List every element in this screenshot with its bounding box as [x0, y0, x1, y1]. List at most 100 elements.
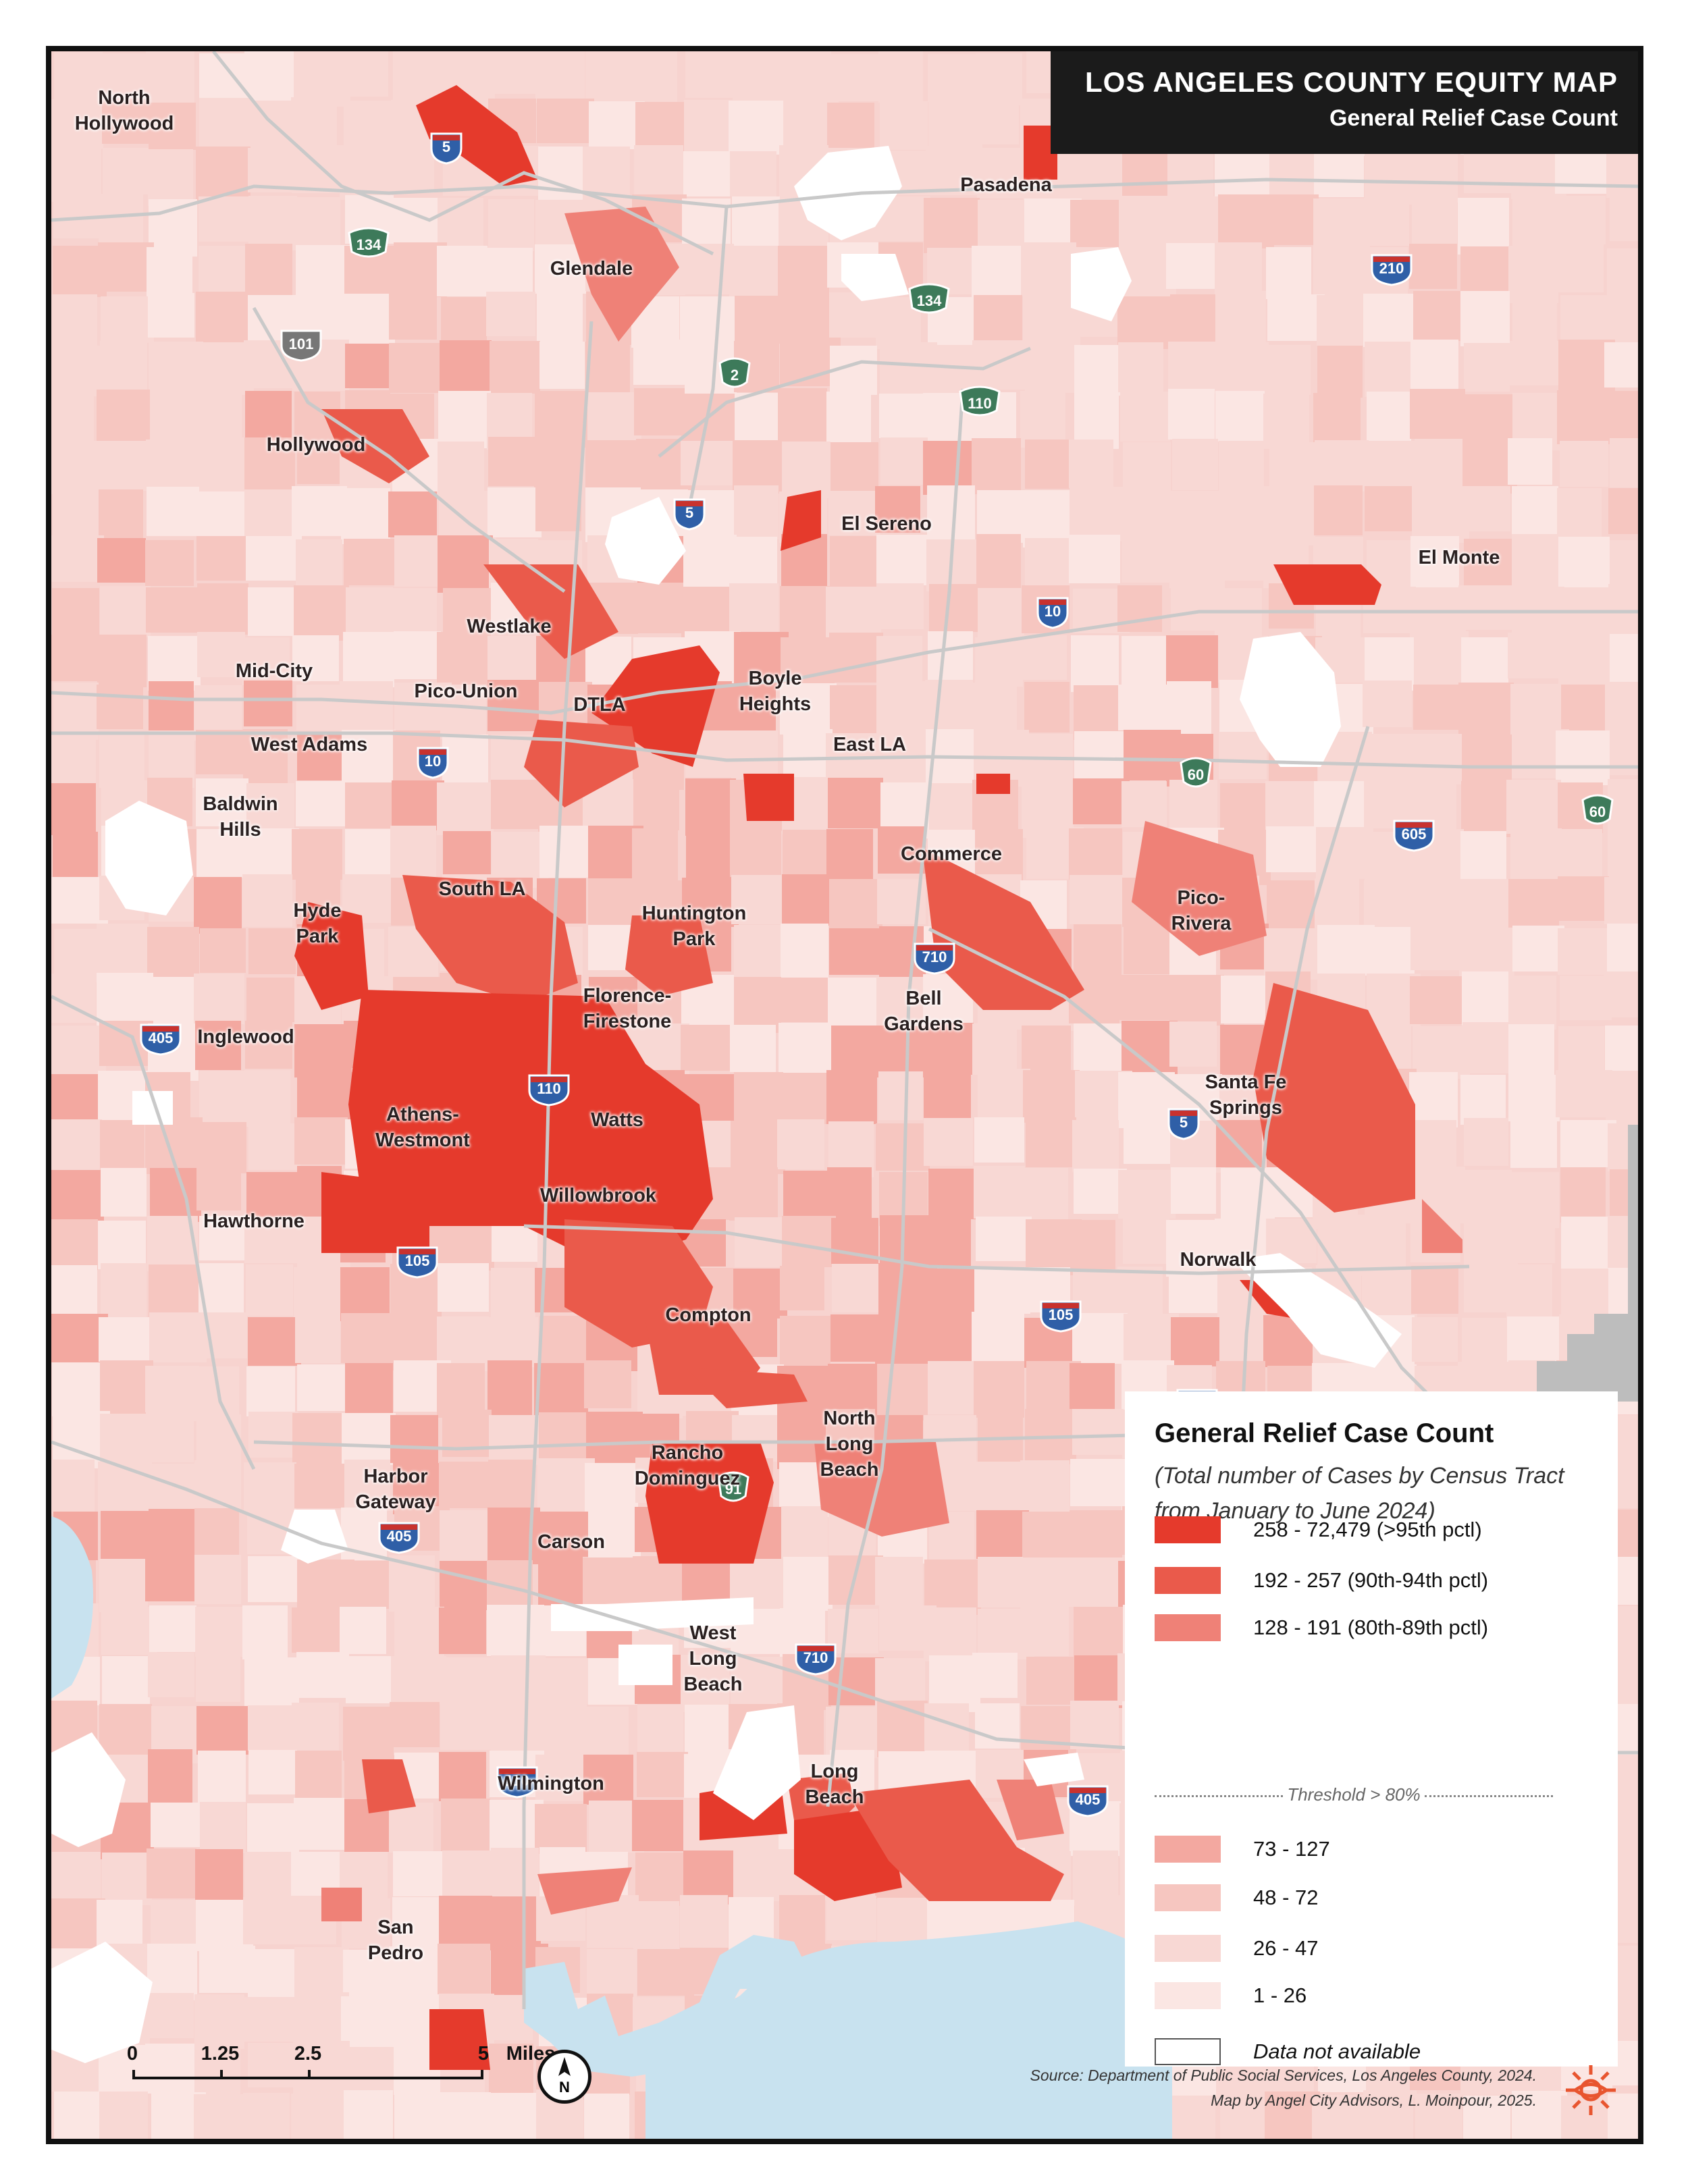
census-tract	[1025, 345, 1079, 393]
place-label-mid-city: Mid-City	[236, 658, 313, 684]
census-tract	[586, 1412, 643, 1464]
census-tract	[1560, 1167, 1606, 1223]
santa-monica-bay	[51, 1516, 93, 1699]
census-tract	[244, 1657, 299, 1707]
census-tract	[1219, 342, 1269, 400]
census-tract	[1124, 1314, 1179, 1365]
census-tract	[342, 1413, 396, 1465]
census-tract	[1265, 781, 1315, 830]
census-tract	[1512, 486, 1558, 541]
census-tract	[1367, 392, 1411, 446]
census-tract	[1510, 684, 1566, 737]
census-tract	[729, 246, 781, 302]
scale-tick	[220, 2070, 223, 2079]
census-tract	[389, 147, 434, 193]
census-tract	[780, 683, 837, 735]
no-data-tract	[1024, 1753, 1084, 1786]
route-shield-label: 605	[1402, 826, 1427, 843]
census-tract	[248, 1123, 300, 1170]
census-tract	[52, 588, 99, 641]
census-tract	[1458, 585, 1516, 630]
census-tract	[149, 681, 194, 735]
census-tract	[146, 1410, 194, 1462]
census-tract	[1218, 535, 1265, 581]
place-label-line: Park	[672, 928, 716, 950]
census-tract	[1606, 1071, 1638, 1128]
census-tract	[1122, 535, 1178, 583]
scale-bar: 0 1.25 2.5 5 Miles	[92, 2043, 555, 2117]
census-tract	[927, 1023, 974, 1075]
water-areas	[51, 1516, 1172, 2139]
census-tract	[296, 1652, 349, 1698]
census-tract	[1070, 200, 1124, 249]
census-tract	[195, 1021, 241, 1070]
census-tract	[394, 1607, 444, 1661]
census-tract	[392, 780, 444, 830]
census-tract	[194, 877, 242, 934]
census-tract	[196, 1706, 252, 1755]
census-tract	[194, 2094, 248, 2139]
route-shield-label: 710	[922, 949, 947, 965]
census-tract	[1022, 734, 1073, 791]
census-tract	[487, 487, 542, 537]
census-tract	[1608, 2094, 1638, 2139]
census-tract	[293, 2041, 350, 2098]
census-tract	[681, 587, 731, 637]
census-tract	[1026, 1657, 1074, 1705]
census-tract	[296, 245, 353, 299]
census-tract	[1604, 342, 1638, 388]
census-tract	[294, 1267, 342, 1317]
census-tract	[876, 535, 933, 585]
high-count-tract	[564, 1219, 713, 1348]
census-tract	[972, 438, 1021, 494]
census-tract	[1317, 346, 1363, 398]
census-tract	[1215, 291, 1266, 342]
census-tract	[1070, 1701, 1119, 1749]
census-tract	[877, 1364, 928, 1420]
census-tract	[51, 99, 103, 149]
census-tract	[1120, 392, 1170, 442]
census-tract	[729, 101, 785, 155]
census-tract	[292, 635, 339, 681]
census-tract	[830, 1314, 878, 1362]
census-tract	[438, 1217, 494, 1271]
census-tract	[1221, 976, 1267, 1023]
census-tract	[149, 977, 197, 1028]
high-count-tract	[294, 902, 369, 1010]
high-count-tract	[321, 1172, 429, 1253]
census-tract	[440, 1703, 495, 1750]
census-tract	[1024, 682, 1070, 733]
route-shield-134-icon: 134	[348, 227, 390, 258]
census-tract	[244, 1462, 296, 1514]
census-tract	[974, 295, 1022, 346]
high-count-tract	[348, 990, 713, 1267]
census-tract	[779, 1023, 835, 1074]
census-tract	[242, 874, 292, 927]
census-tract	[389, 1803, 433, 1853]
place-label-line: Long	[825, 1433, 874, 1455]
high-count-tract	[321, 1888, 362, 1921]
place-label-line: Park	[296, 926, 339, 947]
census-tract	[1021, 242, 1076, 296]
north-arrow-icon	[558, 2057, 571, 2076]
census-tract	[51, 1460, 95, 1514]
route-shield-label: 405	[1076, 1791, 1101, 1808]
census-tract	[1069, 535, 1120, 583]
census-tract	[247, 1803, 299, 1852]
census-tract	[1557, 196, 1606, 244]
place-label-line: Dominguez	[634, 1468, 741, 1489]
high-count-tract	[1253, 983, 1415, 1213]
census-tract	[101, 1168, 147, 1217]
census-tract	[1460, 831, 1506, 885]
census-tract	[442, 1850, 496, 1903]
census-tract	[197, 632, 245, 677]
census-tract	[248, 1556, 302, 1602]
census-tract	[1075, 151, 1130, 203]
place-label-hawthorne: Hawthorne	[203, 1208, 305, 1234]
census-tract	[1608, 296, 1638, 346]
place-label-line: DTLA	[573, 694, 626, 716]
census-tract	[248, 1317, 301, 1366]
census-tract	[729, 537, 777, 591]
census-tract	[1026, 1117, 1076, 1167]
census-tract	[145, 1555, 201, 1601]
